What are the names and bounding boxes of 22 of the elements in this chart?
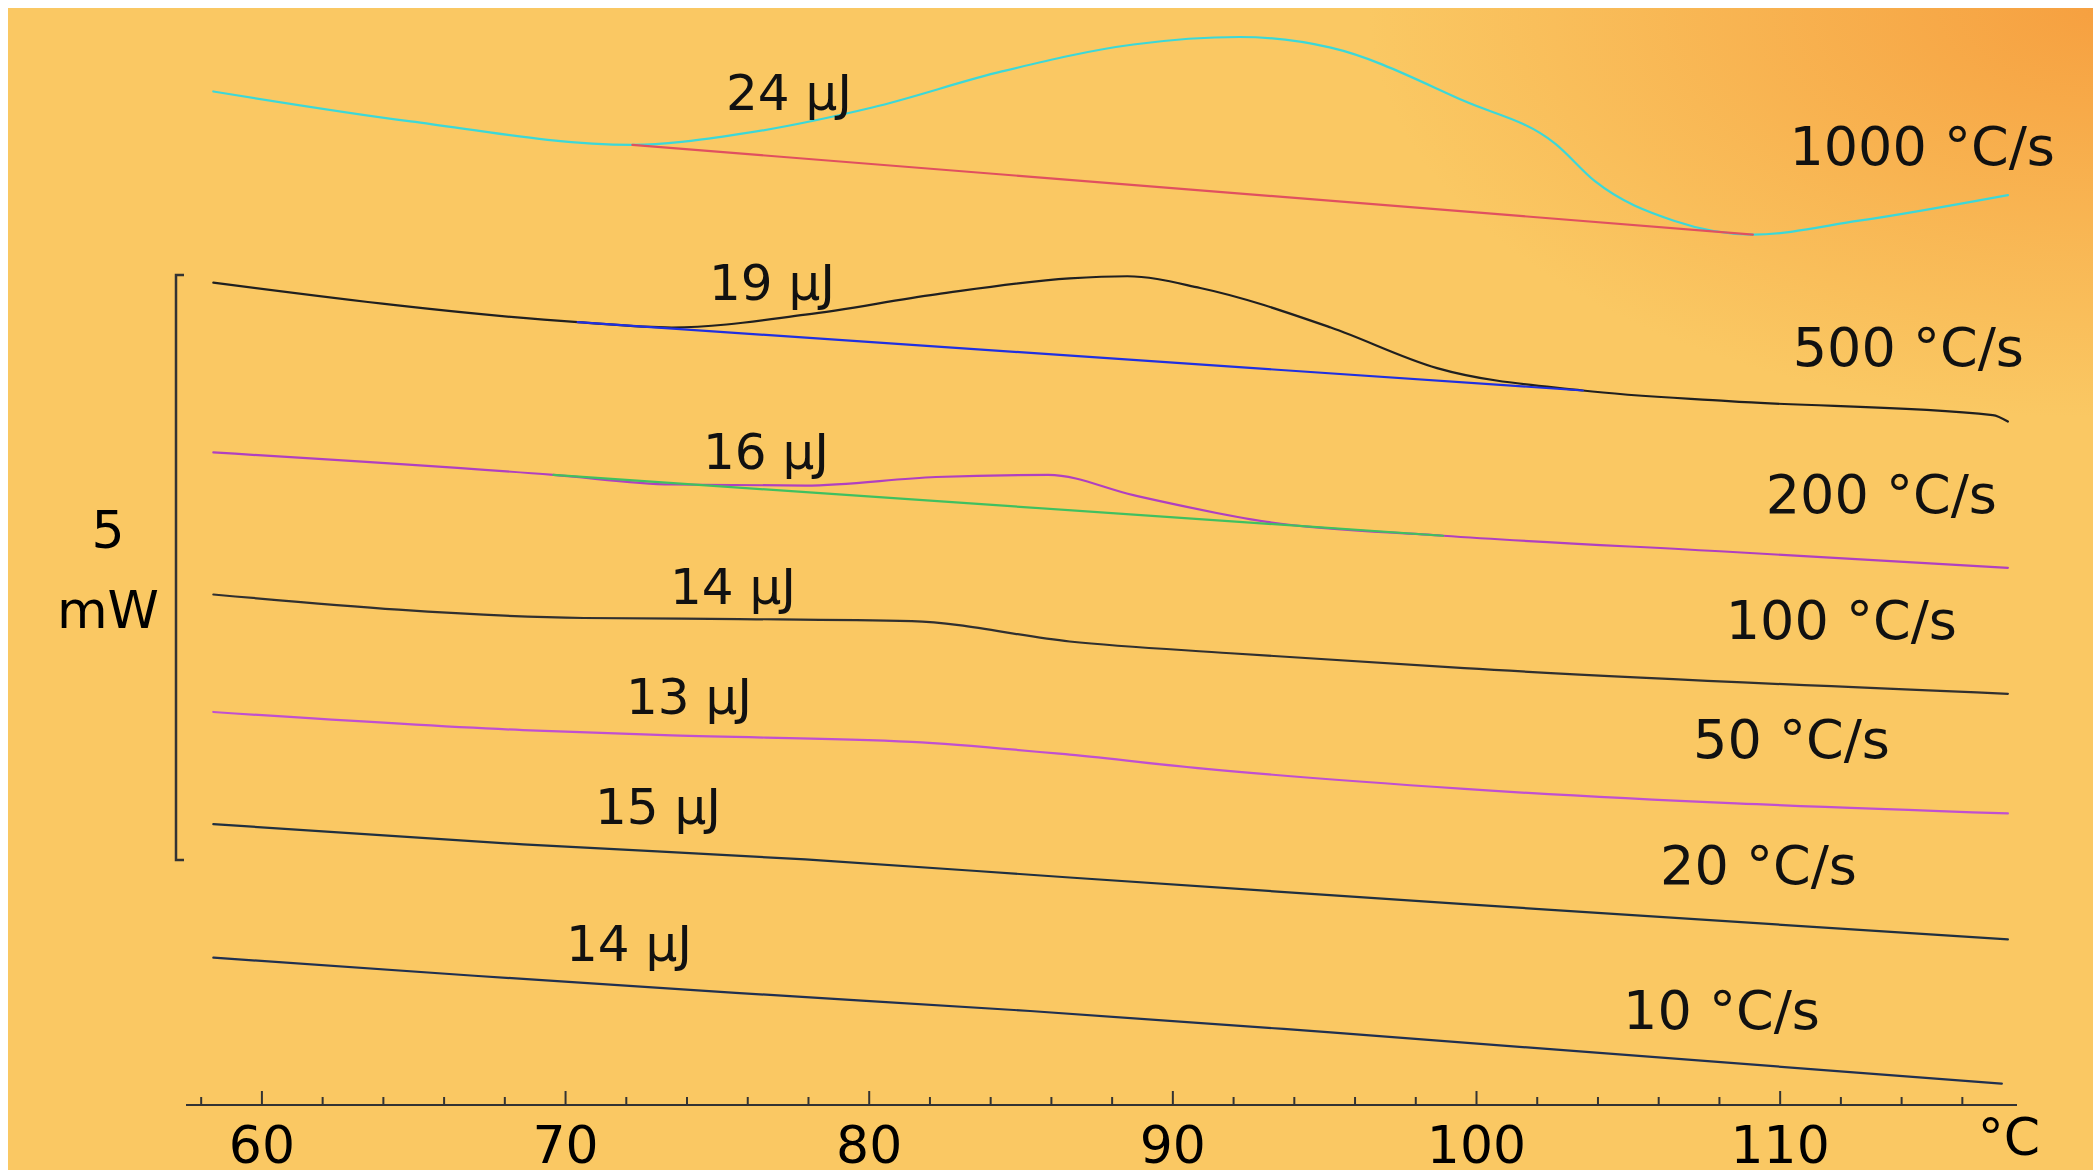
x-tick-label: 100 [1426,1115,1527,1170]
annotation: 13 µJ [625,668,753,726]
annotation: 15 µJ [594,778,722,836]
series-label: 100 °C/s [1725,588,1957,652]
series-label: 10 °C/s [1623,978,1820,1042]
annotation: 19 µJ [708,254,836,312]
series-label: 200 °C/s [1765,462,1997,526]
annotation: 14 µJ [565,915,693,973]
annotation: 16 µJ [702,423,830,481]
annotation: 14 µJ [669,558,797,616]
x-tick-label: 70 [532,1115,599,1170]
x-tick-label: 80 [836,1115,903,1170]
x-tick-label: 60 [228,1115,295,1170]
series-label: 50 °C/s [1693,708,1890,772]
series-label: 1000 °C/s [1789,115,2055,179]
x-axis-title: °C [1977,1107,2041,1167]
x-tick-label: 110 [1730,1115,1830,1170]
series-label: 20 °C/s [1660,834,1857,898]
x-tick-label: 90 [1139,1115,1206,1170]
series-label: 500 °C/s [1792,316,2024,380]
y-axis-title: 5 mW [56,500,160,640]
annotation: 24 µJ [725,64,853,122]
